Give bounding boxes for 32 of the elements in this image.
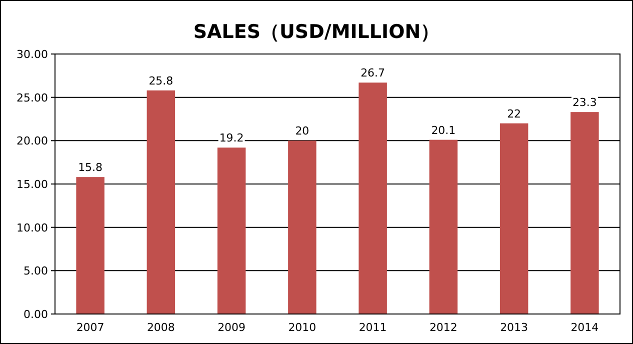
y-tick-label: 10.00 [16,221,48,234]
bar [429,140,458,314]
x-tick-label: 2009 [218,321,246,334]
bar [76,177,104,314]
data-label: 25.8 [148,74,174,88]
data-label: 19.2 [219,132,244,145]
bar [500,123,528,314]
data-label: 22 [507,107,522,120]
chart-title: SALES（USD/MILLION） [193,21,440,43]
y-tick-label: 30.00 [16,48,48,61]
x-tick-label: 2013 [500,321,528,334]
bar [570,112,599,314]
data-label: 15.8 [78,161,103,174]
data-label: 20.1 [431,124,456,137]
x-tick-label: 2007 [76,321,104,334]
bar [146,90,176,314]
y-tick-label: 20.00 [16,134,48,148]
y-tick-label: 5.00 [24,264,48,278]
bar [217,148,246,314]
y-tick-label: 0.00 [24,308,48,321]
bar [358,82,387,314]
y-tick-label: 15.00 [16,178,48,191]
bar [288,140,316,314]
x-tick-label: 2012 [429,321,458,334]
y-tick-label: 25.00 [16,91,48,104]
x-tick-label: 2008 [146,321,175,334]
x-tick-label: 2014 [570,321,599,334]
data-label: 23.3 [572,96,597,110]
x-tick-label: 2010 [288,321,316,334]
data-label: 26.7 [360,66,386,80]
data-label: 20 [295,124,310,138]
x-tick-label: 2011 [358,321,387,334]
